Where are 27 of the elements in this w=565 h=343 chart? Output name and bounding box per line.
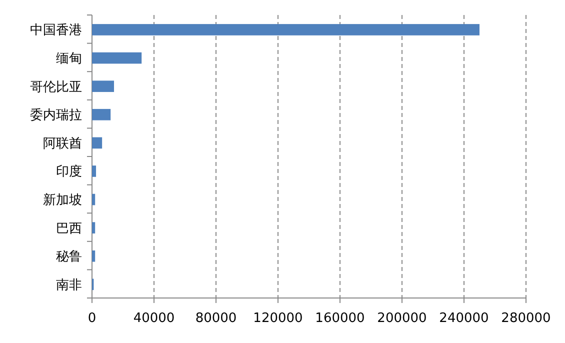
bar	[92, 24, 480, 36]
y-tick-label: 印度	[56, 164, 82, 180]
y-tick-label: 委内瑞拉	[30, 108, 82, 124]
x-tick-label: 0	[88, 311, 96, 326]
bar	[92, 137, 102, 149]
y-tick-label: 中国香港	[30, 23, 82, 38]
bar	[92, 108, 111, 120]
y-tick-label: 巴西	[56, 221, 82, 236]
y-tick-label: 秘鲁	[56, 250, 82, 265]
x-tick-label: 80000	[195, 311, 237, 326]
x-tick-label: 40000	[133, 311, 175, 326]
x-tick-label: 120000	[253, 311, 303, 326]
x-tick-label: 280000	[501, 311, 551, 326]
bar	[92, 222, 96, 234]
y-tick-label: 哥伦比亚	[30, 80, 82, 95]
bar	[92, 80, 114, 92]
y-tick-label: 南非	[56, 278, 82, 293]
bar	[92, 166, 96, 177]
y-tick-label: 新加坡	[43, 192, 82, 208]
y-tick-label: 缅甸	[56, 51, 82, 66]
bar	[92, 194, 96, 206]
x-tick-label: 160000	[315, 311, 365, 326]
y-tick-label: 阿联酋	[43, 136, 82, 152]
bar	[92, 250, 96, 262]
x-tick-label: 200000	[377, 311, 427, 326]
bar	[92, 52, 142, 64]
x-tick-label: 240000	[439, 311, 489, 326]
